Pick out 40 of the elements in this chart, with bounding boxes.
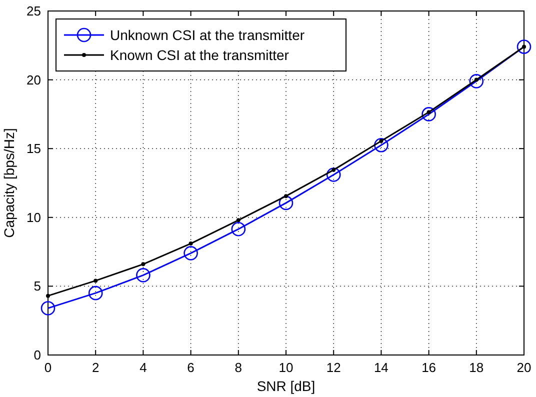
point	[278, 196, 294, 210]
x-tick-label: 8	[234, 360, 242, 375]
point	[94, 278, 98, 283]
point	[136, 268, 150, 282]
x-tick-label: 14	[374, 360, 388, 375]
y-tick-label: 25	[26, 4, 41, 18]
point	[46, 294, 50, 298]
x-tick-label: 16	[422, 360, 436, 375]
y-tick-label: 10	[26, 210, 41, 225]
x-axis-title: SNR [dB]	[256, 378, 316, 394]
y-axis-title: Capacity [bps/Hz]	[1, 128, 17, 238]
x-tick-label: 2	[92, 360, 100, 375]
point	[379, 139, 384, 144]
point	[184, 246, 198, 260]
y-tick-label: 15	[26, 141, 41, 156]
point	[284, 194, 288, 198]
x-tick-label: 4	[140, 360, 147, 375]
y-tick-label: 20	[26, 72, 41, 88]
point	[422, 107, 436, 122]
legend-label: Known CSI at the transmitter	[110, 47, 290, 63]
point	[141, 262, 146, 266]
y-tick-label: 5	[34, 278, 41, 294]
x-tick-label: 12	[326, 360, 341, 375]
point	[469, 74, 484, 88]
x-tick-label: 6	[187, 360, 194, 375]
point	[40, 301, 56, 316]
point	[231, 222, 246, 236]
point	[374, 138, 388, 152]
x-tick-label: 20	[516, 360, 532, 375]
x-tick-label: 10	[278, 360, 294, 375]
x-tick-label: 18	[469, 360, 484, 375]
point	[516, 40, 532, 54]
y-tick-label: 0	[34, 348, 41, 362]
point	[332, 168, 336, 172]
legend-label: Unknown CSI at the transmitter	[110, 27, 305, 43]
point	[236, 218, 240, 222]
x-tick-label: 0	[44, 360, 52, 375]
point	[188, 242, 193, 246]
point	[326, 168, 341, 182]
point	[88, 286, 103, 300]
